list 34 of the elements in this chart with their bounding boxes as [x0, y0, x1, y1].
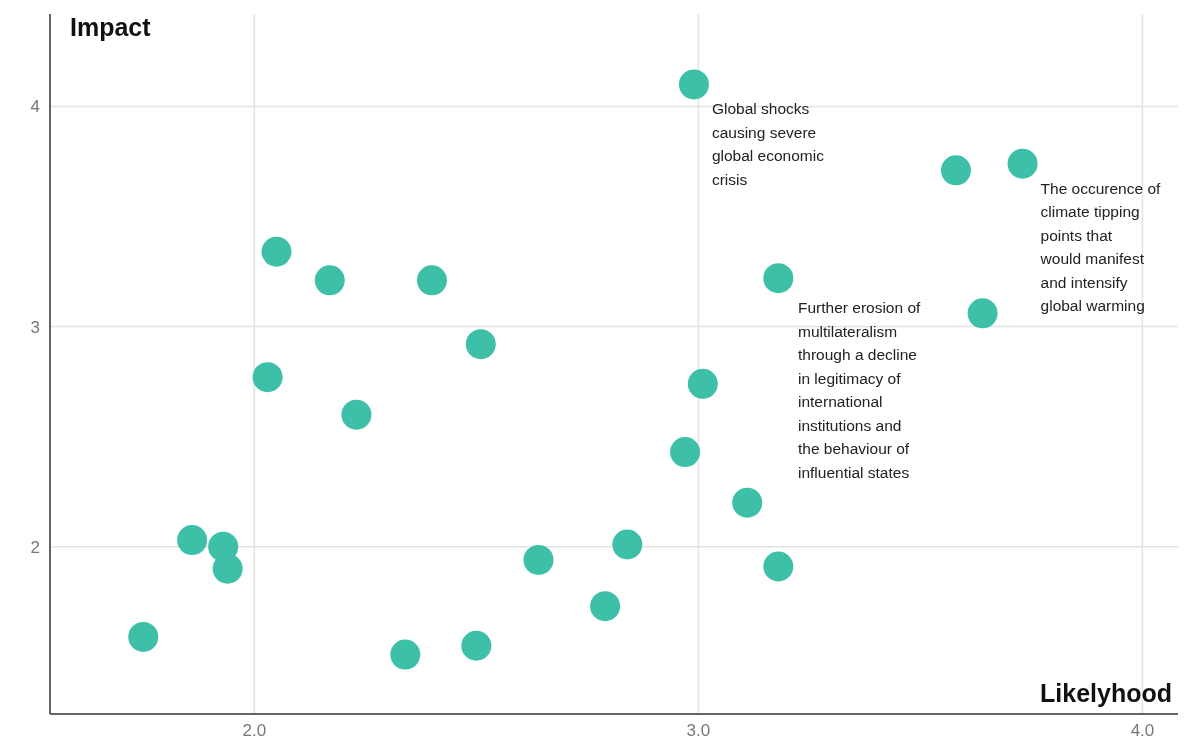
point [940, 155, 971, 186]
point [612, 529, 643, 560]
x-tick-label: 4.0 [1130, 721, 1155, 740]
point [732, 487, 763, 518]
point [261, 236, 292, 267]
x-tick-label: 3.0 [686, 721, 711, 740]
point [314, 265, 345, 296]
y-tick-label: 3 [30, 317, 40, 337]
point [212, 553, 243, 584]
point [590, 591, 621, 622]
point [341, 399, 372, 430]
point [523, 544, 554, 575]
point [763, 551, 794, 582]
point [1007, 148, 1038, 179]
y-tick-label: 4 [30, 97, 40, 117]
annotation: Global shocks causing severe global economic crisis [711, 100, 825, 188]
point [763, 263, 794, 294]
y-tick-label: 2 [30, 537, 40, 557]
point [390, 639, 421, 670]
point [465, 329, 496, 360]
point [177, 525, 208, 556]
point [128, 621, 159, 652]
point [967, 298, 998, 329]
point [252, 362, 283, 393]
y-axis-title: Impact [70, 13, 152, 41]
annotation: The occurence of climate tipping points that would manifest and intensify global warming [1039, 179, 1162, 315]
point [461, 630, 492, 661]
point [678, 69, 709, 100]
point [670, 437, 701, 468]
point [687, 368, 718, 399]
point [416, 265, 447, 296]
x-axis-title: Likelyhood [1040, 679, 1172, 707]
annotation: Further erosion of multilateralism through a decline in legitimacy of international institutions and the behaviour of influential states [798, 299, 922, 481]
x-tick-label: 2.0 [242, 721, 267, 740]
